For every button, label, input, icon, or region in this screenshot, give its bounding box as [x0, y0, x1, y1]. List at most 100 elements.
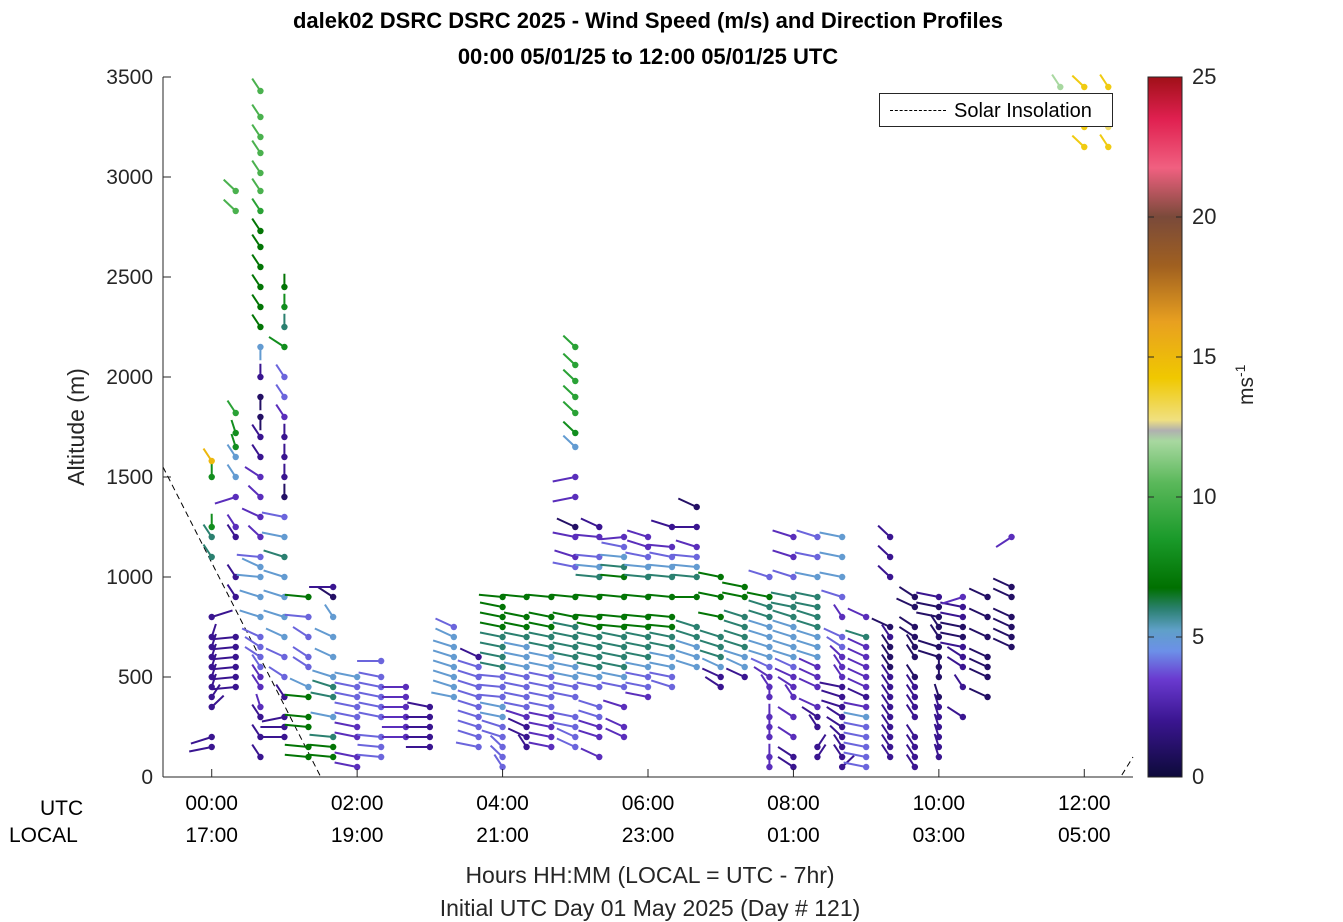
- wind-point: [499, 674, 505, 680]
- colorbar: [1148, 77, 1182, 777]
- wind-point: [839, 534, 845, 540]
- wind-point: [936, 734, 942, 740]
- wind-point: [257, 114, 263, 120]
- wind-point: [936, 714, 942, 720]
- wind-point: [523, 624, 529, 630]
- wind-point: [863, 634, 869, 640]
- wind-point: [257, 228, 263, 234]
- wind-point: [718, 594, 724, 600]
- wind-point: [1105, 84, 1111, 90]
- wind-point: [475, 664, 481, 670]
- wind-point: [257, 684, 263, 690]
- wind-point: [742, 664, 748, 670]
- wind-point: [814, 554, 820, 560]
- wind-point: [887, 664, 893, 670]
- wind-point: [621, 534, 627, 540]
- wind-point: [694, 524, 700, 530]
- wind-point: [912, 644, 918, 650]
- wind-point: [645, 534, 651, 540]
- wind-point: [766, 594, 772, 600]
- x-tick-label-local: 17:00: [152, 824, 272, 848]
- wind-point: [742, 634, 748, 640]
- wind-point: [887, 634, 893, 640]
- wind-point: [572, 644, 578, 650]
- wind-point: [814, 654, 820, 660]
- wind-point: [621, 554, 627, 560]
- wind-point: [863, 724, 869, 730]
- wind-point: [596, 704, 602, 710]
- y-tick-label: 1500: [106, 466, 153, 489]
- plot-area: [163, 77, 1133, 777]
- wind-point: [839, 754, 845, 760]
- wind-point: [790, 734, 796, 740]
- wind-point: [257, 264, 263, 270]
- x-axis-title: Hours HH:MM (LOCAL = UTC - 7hr): [200, 862, 1100, 889]
- wind-point: [718, 674, 724, 680]
- wind-point: [305, 684, 311, 690]
- wind-point: [475, 724, 481, 730]
- wind-point: [523, 684, 529, 690]
- wind-point: [984, 654, 990, 660]
- wind-point: [572, 744, 578, 750]
- wind-point: [790, 594, 796, 600]
- wind-point: [209, 554, 215, 560]
- wind-point: [621, 664, 627, 670]
- wind-point: [936, 694, 942, 700]
- wind-point: [960, 614, 966, 620]
- wind-point: [257, 654, 263, 660]
- wind-point: [814, 614, 820, 620]
- y-axis-label: Altitude (m): [63, 368, 89, 486]
- wind-point: [863, 754, 869, 760]
- wind-point: [814, 664, 820, 670]
- wind-point: [839, 674, 845, 680]
- wind-point: [596, 734, 602, 740]
- wind-point: [305, 594, 311, 600]
- wind-point: [766, 574, 772, 580]
- wind-point: [354, 714, 360, 720]
- wind-point: [766, 644, 772, 650]
- wind-point: [839, 654, 845, 660]
- wind-point: [790, 634, 796, 640]
- wind-point: [451, 644, 457, 650]
- wind-point: [572, 362, 578, 368]
- wind-point: [572, 378, 578, 384]
- wind-point: [257, 474, 263, 480]
- wind-point: [233, 494, 239, 500]
- wind-point: [621, 704, 627, 710]
- wind-point: [499, 634, 505, 640]
- wind-point: [863, 644, 869, 650]
- wind-point: [694, 574, 700, 580]
- y-tick-label: 2000: [106, 366, 153, 389]
- wind-point: [451, 654, 457, 660]
- wind-point: [669, 664, 675, 670]
- wind-point: [694, 644, 700, 650]
- wind-point: [936, 674, 942, 680]
- wind-point: [694, 654, 700, 660]
- x-tick-label-local: 21:00: [443, 824, 563, 848]
- wind-point: [912, 764, 918, 770]
- wind-point: [766, 714, 772, 720]
- wind-point: [790, 614, 796, 620]
- wind-point: [281, 304, 287, 310]
- wind-point: [233, 474, 239, 480]
- wind-point: [621, 684, 627, 690]
- wind-point: [863, 714, 869, 720]
- wind-point: [523, 714, 529, 720]
- wind-point: [233, 430, 239, 436]
- wind-point: [887, 744, 893, 750]
- wind-point: [572, 674, 578, 680]
- wind-point: [694, 564, 700, 570]
- wind-point: [233, 634, 239, 640]
- wind-point: [621, 674, 627, 680]
- wind-point: [596, 654, 602, 660]
- wind-point: [572, 444, 578, 450]
- colorbar-tick-label: 15: [1192, 344, 1216, 370]
- wind-point: [645, 654, 651, 660]
- wind-point: [281, 734, 287, 740]
- wind-point: [209, 744, 215, 750]
- wind-point: [233, 524, 239, 530]
- wind-point: [887, 644, 893, 650]
- wind-point: [305, 634, 311, 640]
- wind-point: [814, 604, 820, 610]
- wind-point: [694, 544, 700, 550]
